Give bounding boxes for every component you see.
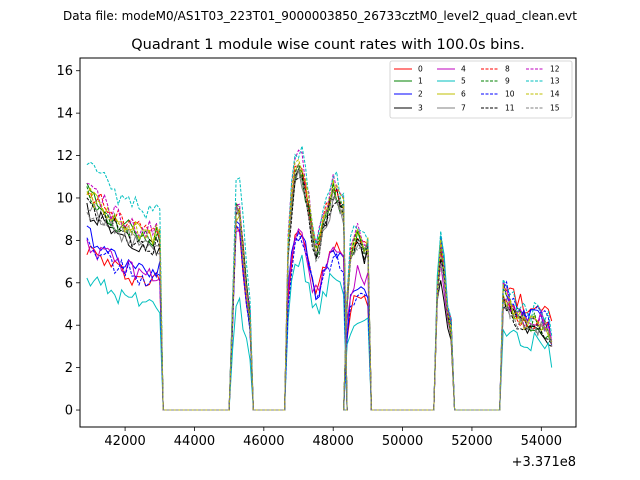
figure-suptitle: Data file: modeM0/AS1T03_223T01_90000038… bbox=[63, 9, 577, 23]
series-line-14 bbox=[86, 158, 553, 411]
series-line-12 bbox=[86, 149, 553, 411]
legend-label-1: 1 bbox=[418, 77, 423, 86]
legend-label-4: 4 bbox=[461, 65, 466, 74]
x-tick-label: 46000 bbox=[243, 434, 284, 449]
legend-label-0: 0 bbox=[418, 65, 423, 74]
legend-label-15: 15 bbox=[550, 104, 560, 113]
legend-box bbox=[389, 60, 573, 119]
legend-label-11: 11 bbox=[505, 104, 515, 113]
x-axis: 42000 44000 46000 48000 50000 52000 54000 bbox=[104, 427, 562, 449]
x-offset-label: +3.371e8 bbox=[512, 455, 576, 470]
series-line-10 bbox=[86, 225, 553, 411]
legend-label-13: 13 bbox=[550, 77, 560, 86]
y-tick-label: 10 bbox=[56, 191, 73, 206]
legend-label-2: 2 bbox=[418, 90, 423, 99]
series-line-15 bbox=[86, 163, 553, 411]
x-tick-label: 52000 bbox=[451, 434, 492, 449]
x-tick-label: 48000 bbox=[313, 434, 354, 449]
y-tick-label: 2 bbox=[65, 361, 73, 376]
series-line-9 bbox=[86, 163, 553, 411]
y-tick-label: 16 bbox=[56, 64, 73, 79]
legend-label-3: 3 bbox=[418, 104, 423, 113]
legend-label-6: 6 bbox=[461, 90, 466, 99]
y-tick-label: 12 bbox=[56, 149, 73, 164]
y-tick-label: 8 bbox=[65, 234, 73, 249]
x-tick-label: 42000 bbox=[104, 434, 145, 449]
legend-label-8: 8 bbox=[505, 65, 510, 74]
series-layer bbox=[86, 145, 553, 411]
series-line-8 bbox=[86, 164, 553, 411]
series-line-11 bbox=[86, 175, 553, 411]
legend-label-5: 5 bbox=[461, 77, 466, 86]
series-line-7 bbox=[86, 169, 553, 411]
legend-label-10: 10 bbox=[505, 90, 515, 99]
y-tick-label: 14 bbox=[56, 107, 73, 122]
x-tick-label: 50000 bbox=[382, 434, 423, 449]
legend-label-14: 14 bbox=[550, 90, 560, 99]
legend-label-7: 7 bbox=[461, 104, 466, 113]
series-line-3 bbox=[86, 169, 552, 411]
legend-label-9: 9 bbox=[505, 77, 510, 86]
x-tick-label: 54000 bbox=[521, 434, 562, 449]
y-axis: 0 2 4 6 8 10 12 14 16 bbox=[56, 64, 80, 419]
y-tick-label: 4 bbox=[65, 319, 73, 334]
series-line-5 bbox=[86, 235, 553, 411]
y-tick-label: 6 bbox=[65, 276, 73, 291]
plot-frame bbox=[79, 57, 577, 428]
x-tick-label: 44000 bbox=[174, 434, 215, 449]
series-line-13 bbox=[86, 145, 553, 411]
chart-title: Quadrant 1 module wise count rates with … bbox=[131, 37, 525, 53]
legend-label-12: 12 bbox=[550, 65, 560, 74]
series-line-6 bbox=[86, 162, 553, 411]
y-tick-label: 0 bbox=[65, 404, 73, 419]
